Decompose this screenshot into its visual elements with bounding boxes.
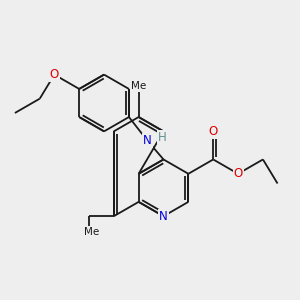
Text: N: N [159, 210, 168, 223]
Text: O: O [233, 167, 243, 180]
Text: O: O [50, 68, 59, 81]
Text: Me: Me [84, 227, 99, 237]
Text: H: H [158, 131, 167, 144]
Text: N: N [143, 134, 152, 147]
Text: Me: Me [131, 81, 146, 91]
Text: O: O [208, 125, 218, 138]
